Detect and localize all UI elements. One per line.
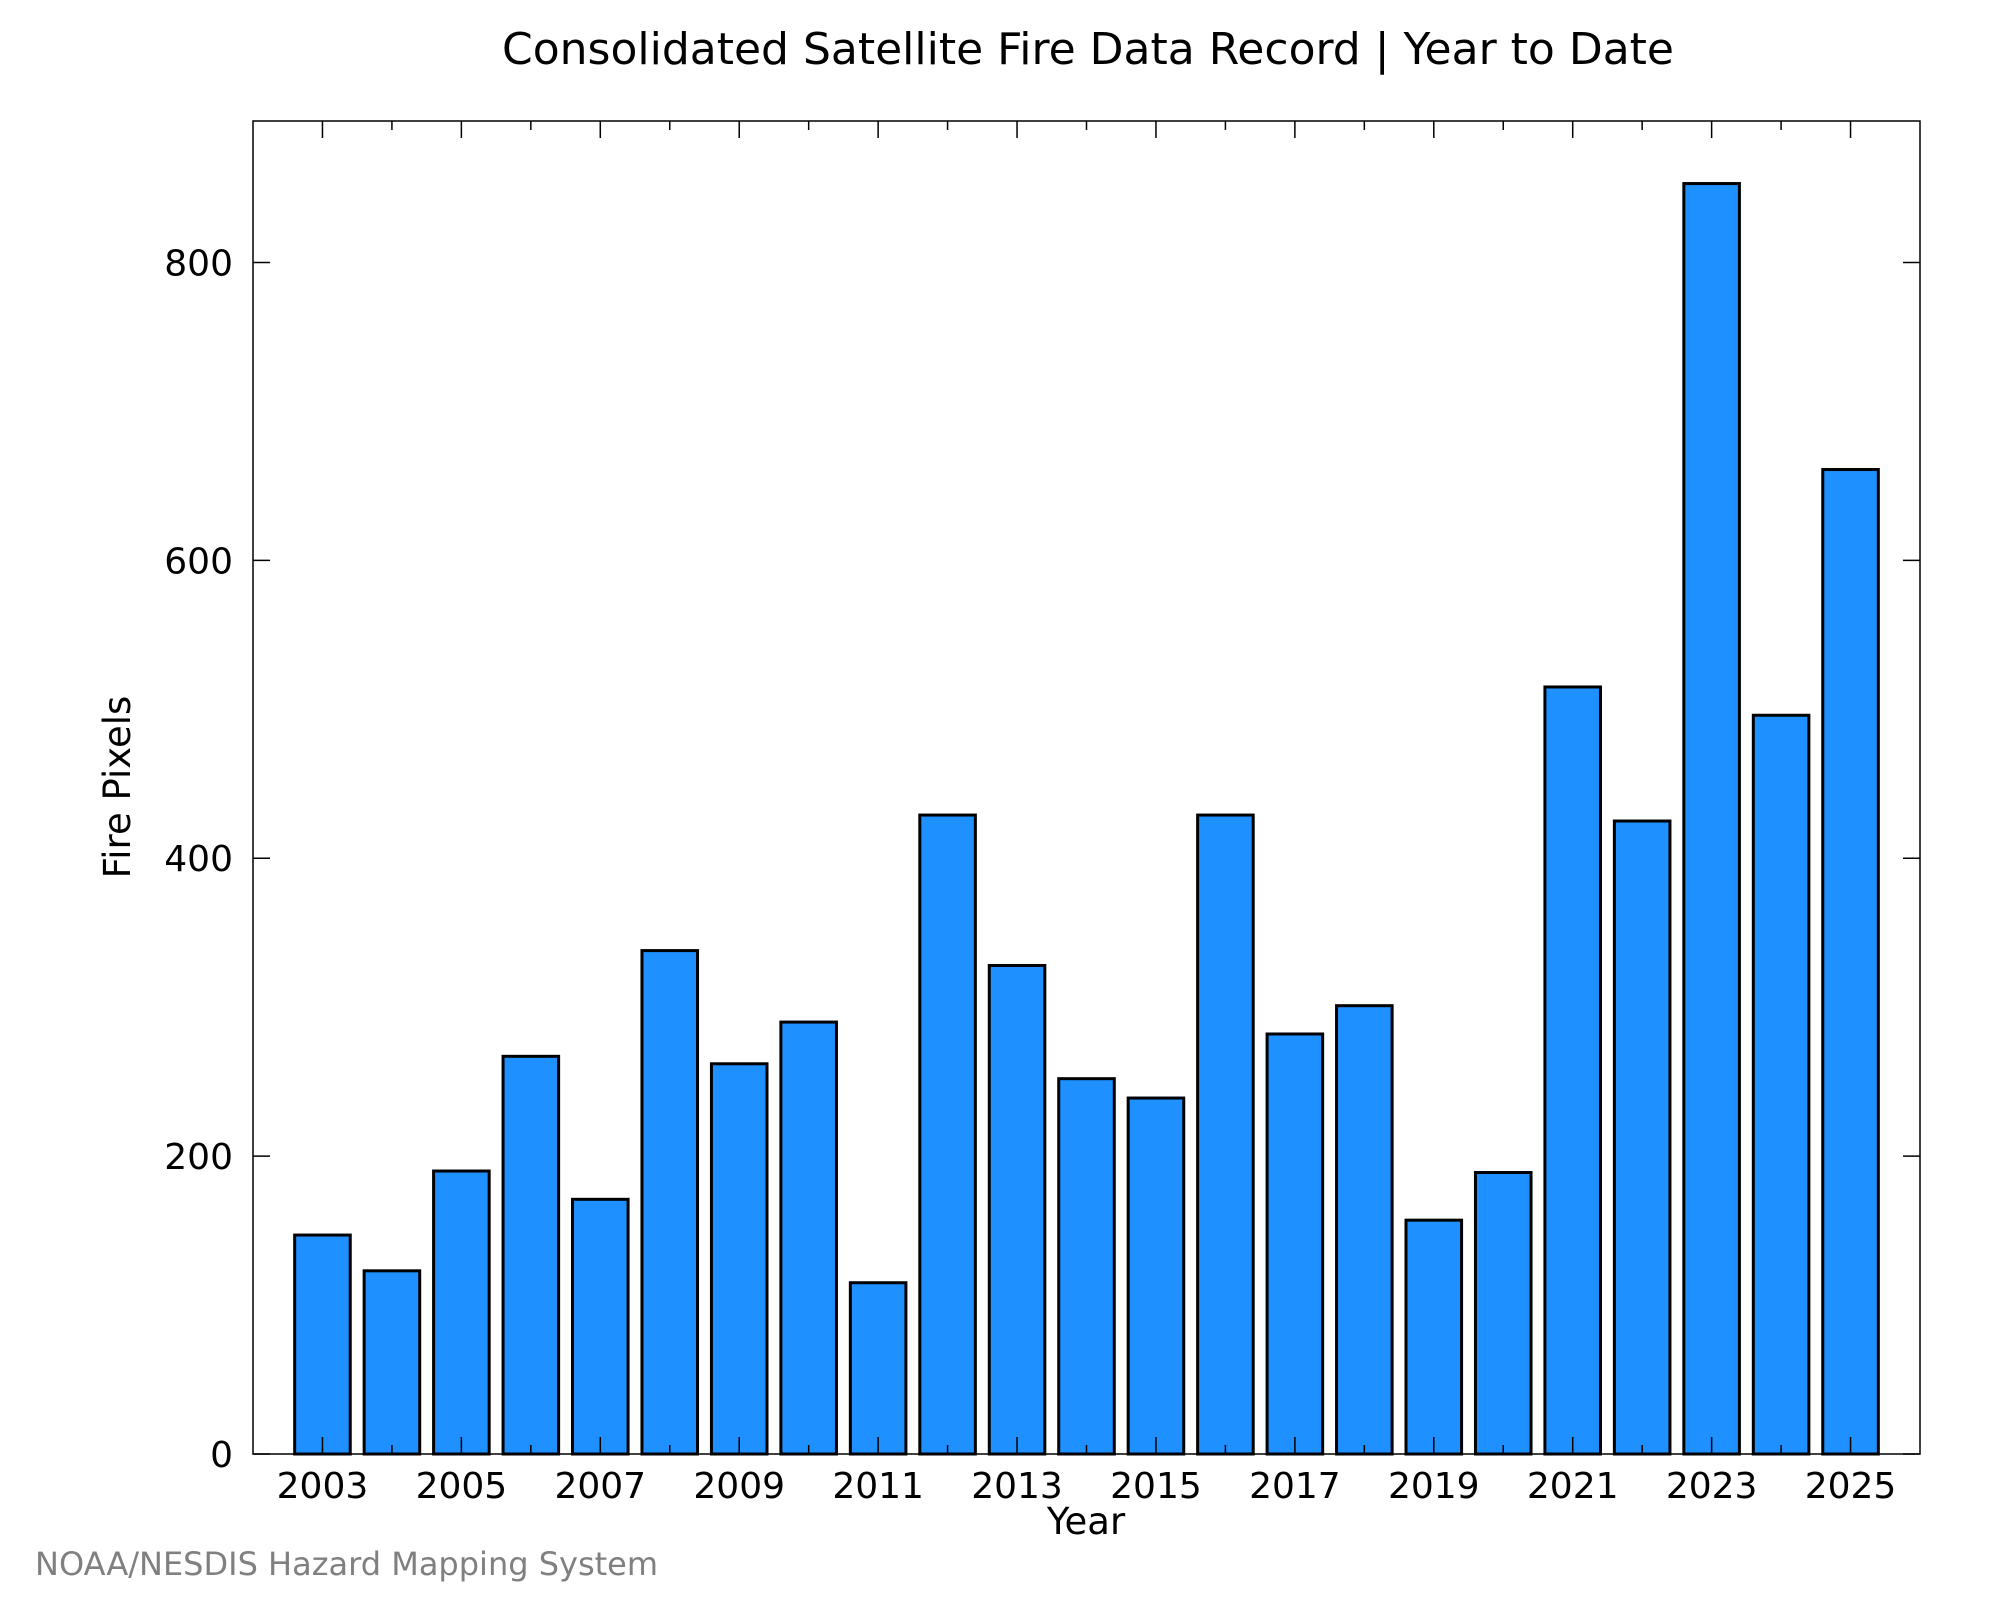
- bar-2015: [1126, 1096, 1186, 1456]
- tick-labels-layer: 0 200 400 600 800 2003 2005 2007 2009 2011 2013 201…: [164, 243, 1896, 1507]
- x-tick-label-2005: 2005: [416, 1466, 508, 1507]
- bar-2020: [1473, 1171, 1533, 1456]
- bar-2003: [293, 1233, 352, 1456]
- bar-2007: [571, 1197, 630, 1456]
- x-tick-label-2009: 2009: [693, 1466, 785, 1507]
- bar-2018: [1335, 1004, 1394, 1456]
- x-tick-label-2025: 2025: [1805, 1466, 1897, 1507]
- chart-title: Consolidated Satellite Fire Data Record …: [502, 24, 1674, 75]
- bar-2022: [1612, 819, 1672, 1456]
- bar-2016: [1196, 813, 1255, 1456]
- x-tick-label-2011: 2011: [832, 1466, 924, 1507]
- x-tick-label-2015: 2015: [1110, 1466, 1202, 1507]
- x-tick-label-2023: 2023: [1666, 1466, 1758, 1507]
- bar-2017: [1265, 1032, 1325, 1456]
- bar-2011: [848, 1281, 908, 1456]
- x-tick-label-2021: 2021: [1527, 1466, 1619, 1507]
- bar-2006: [501, 1054, 561, 1456]
- y-tick-label-800: 800: [164, 243, 233, 284]
- y-tick-label-400: 400: [164, 839, 233, 880]
- y-tick-label-200: 200: [164, 1137, 233, 1178]
- bar-2014: [1057, 1077, 1116, 1456]
- bar-2004: [362, 1269, 422, 1456]
- bars-layer: [293, 182, 1880, 1456]
- credit-text: NOAA/NESDIS Hazard Mapping System: [35, 1545, 658, 1583]
- bar-2023: [1682, 182, 1741, 1456]
- x-tick-label-2013: 2013: [971, 1466, 1063, 1507]
- y-tick-label-0: 0: [210, 1435, 233, 1476]
- ticks-layer: [253, 121, 1920, 1455]
- y-axis-label: Fire Pixels: [96, 696, 139, 879]
- bar-2005: [432, 1169, 491, 1456]
- bar-2024: [1751, 713, 1811, 1456]
- y-tick-label-600: 600: [164, 541, 233, 582]
- bar-2019: [1404, 1218, 1464, 1456]
- bar-2021: [1543, 685, 1602, 1456]
- x-tick-label-2007: 2007: [554, 1466, 646, 1507]
- x-tick-label-2019: 2019: [1388, 1466, 1480, 1507]
- bar-2025: [1821, 468, 1880, 1456]
- bar-2012: [918, 813, 977, 1456]
- bar-2013: [987, 963, 1047, 1456]
- x-tick-label-2017: 2017: [1249, 1466, 1341, 1507]
- x-tick-label-2003: 2003: [277, 1466, 369, 1507]
- x-axis-label: Year: [1046, 1500, 1126, 1543]
- bar-2009: [709, 1062, 769, 1456]
- bar-2008: [640, 949, 700, 1456]
- bar-2010: [779, 1020, 838, 1456]
